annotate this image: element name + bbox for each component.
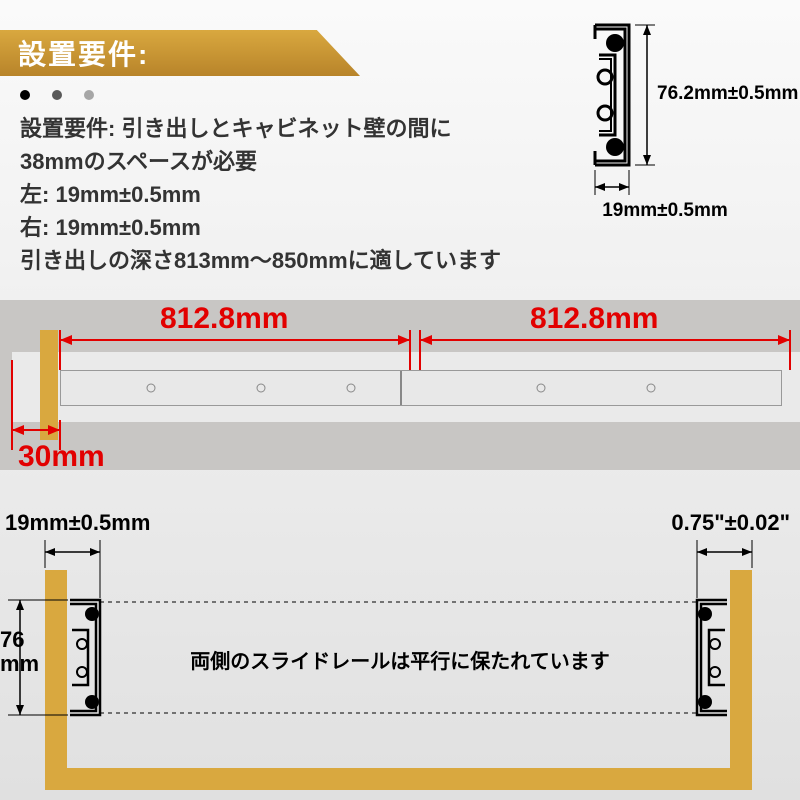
- section-header: 設置要件:: [0, 30, 360, 76]
- spec-line1-text: 引き出しとキャビネット壁の間に: [121, 116, 451, 141]
- cabinet-u-diagram: 19mm±0.5mm 0.75"±0.02" 76 mm 両側のスライドレールは…: [0, 510, 800, 800]
- spec-line5: 引き出しの深さ813mm〜850mmに適しています: [20, 244, 580, 277]
- spec-line3-val: 19mm±0.5mm: [55, 182, 200, 207]
- dot-3: [84, 90, 94, 100]
- cross-height-label: 76.2mm±0.5mm: [657, 83, 798, 105]
- decorative-dots: [20, 90, 94, 100]
- spec-block: 設置要件: 引き出しとキャビネット壁の間に 38mmのスペースが必要 左: 19…: [20, 112, 580, 277]
- rail-length-a: 812.8mm: [160, 302, 288, 336]
- rail-length-b: 812.8mm: [530, 302, 658, 336]
- rail-cross-section: 76.2mm±0.5mm 19mm±0.5mm: [585, 15, 785, 215]
- spec-line3-label: 左:: [20, 182, 49, 207]
- parallel-note: 両側のスライドレールは平行に保たれています: [0, 645, 800, 674]
- rail-extension-diagram: 812.8mm 812.8mm 30mm: [0, 300, 800, 490]
- cross-section-svg: [585, 15, 785, 220]
- spec-line4-val: 19mm±0.5mm: [55, 215, 200, 240]
- dot-1: [20, 90, 30, 100]
- rail-offset: 30mm: [18, 440, 105, 474]
- dot-2: [52, 90, 62, 100]
- rail-dimensions: [0, 300, 800, 490]
- cab-right-label: 0.75"±0.02": [671, 510, 790, 536]
- header-title: 設置要件:: [18, 33, 149, 73]
- spec-line4-label: 右:: [20, 215, 49, 240]
- spec-line1-label: 設置要件:: [20, 116, 115, 141]
- cross-width-label: 19mm±0.5mm: [565, 200, 765, 222]
- cab-left-label: 19mm±0.5mm: [5, 510, 150, 536]
- spec-line2: 38mmのスペースが必要: [20, 145, 580, 178]
